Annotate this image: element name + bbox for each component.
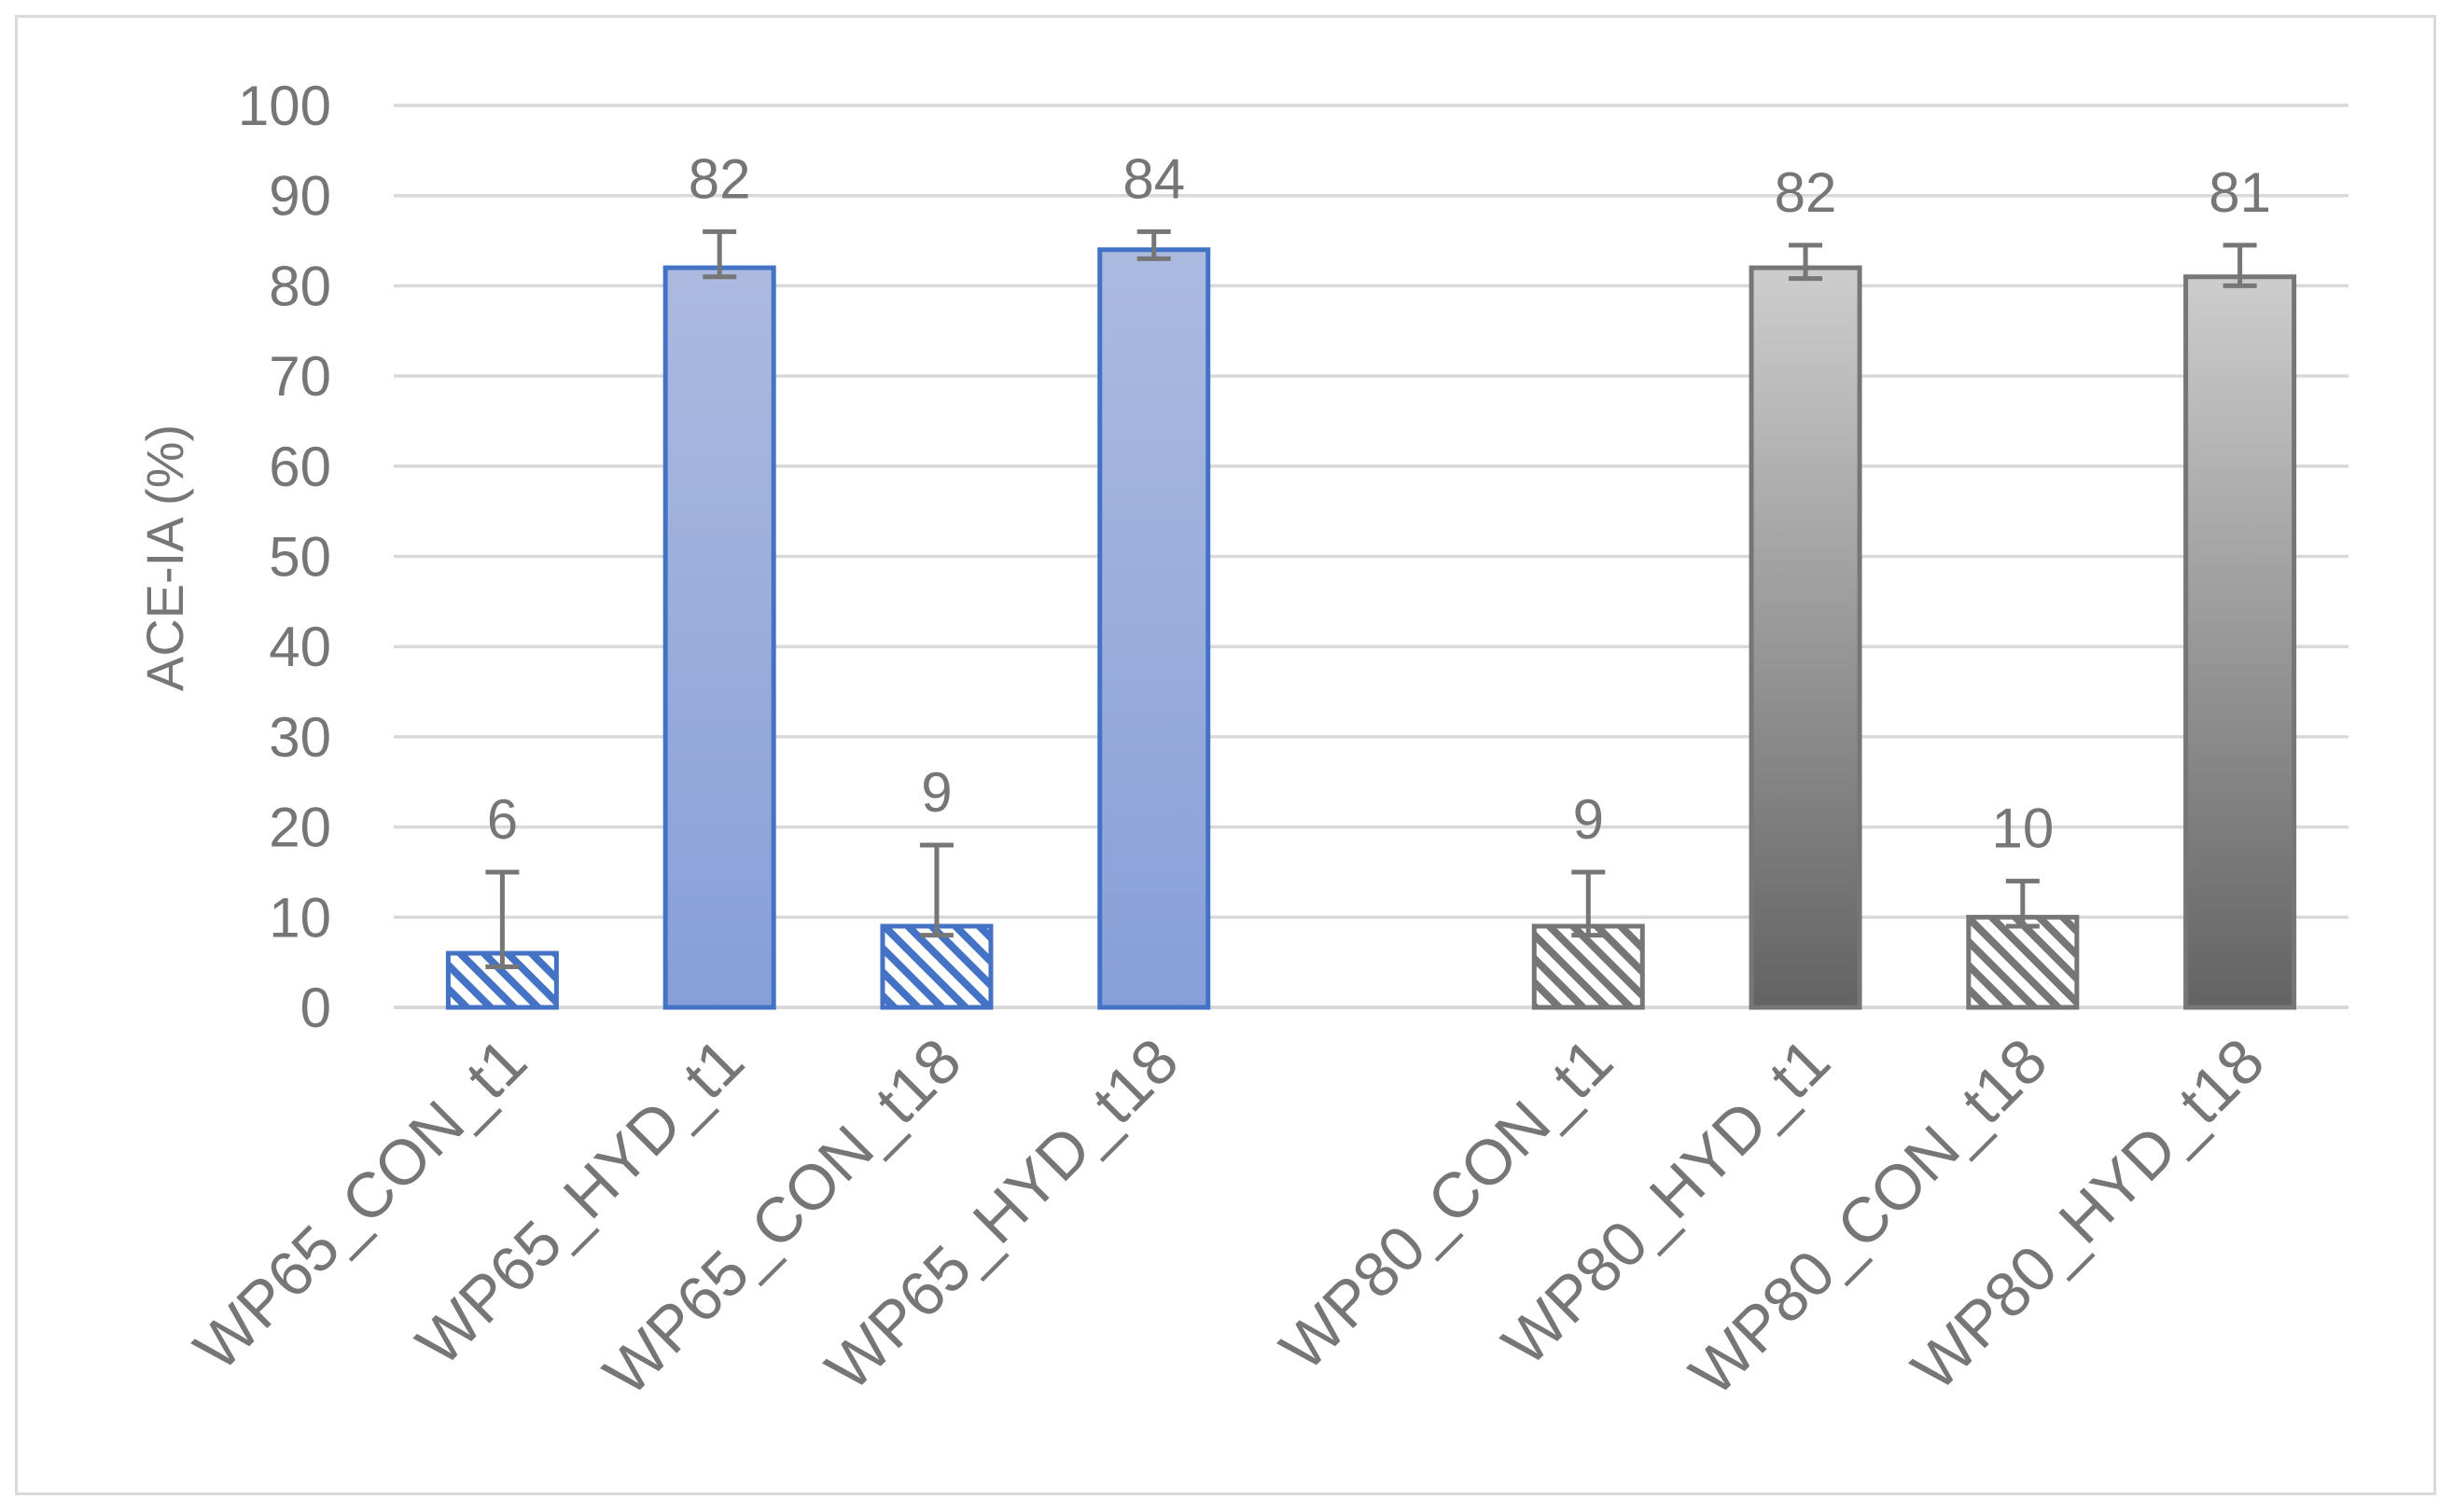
y-tick-label-60: 60 xyxy=(269,436,331,498)
data-label-WP80_HYD_t18: 81 xyxy=(2209,161,2271,224)
bars xyxy=(445,247,2297,1010)
y-tick-label-30: 30 xyxy=(269,706,331,769)
error-bar-WP80_HYD_t18 xyxy=(2223,243,2257,288)
bar-WP80_CON_t18 xyxy=(1966,914,2080,1010)
y-tick-label-20: 20 xyxy=(269,797,331,859)
y-tick-label-10: 10 xyxy=(269,886,331,949)
chart-frame xyxy=(15,15,2436,1495)
x-tick-label-7: WP80_CON_t18 xyxy=(1677,1025,2061,1409)
y-tick-label-50: 50 xyxy=(269,526,331,589)
data-label-WP65_HYD_t1: 82 xyxy=(689,147,751,210)
x-tick-label-2: WP65_CON_t18 xyxy=(591,1025,975,1409)
bar-WP80_CON_t1 xyxy=(1531,923,1645,1010)
y-axis-tick-labels: 0 10 20 30 40 50 60 70 80 90 100 xyxy=(238,75,331,1039)
x-axis-category-labels: WP65_CON_t1WP65_HYD_t1WP65_CON_t18WP65_H… xyxy=(181,1025,2278,1409)
y-tick-label-70: 70 xyxy=(269,345,331,408)
error-bar-WP65_HYD_t1 xyxy=(703,229,737,280)
y-tick-label-40: 40 xyxy=(269,616,331,678)
error-bar-WP80_CON_t1 xyxy=(1571,869,1606,938)
error-bar-WP65_CON_t1 xyxy=(485,869,520,969)
data-label-WP65_CON_t18: 9 xyxy=(921,761,952,824)
bar-WP65_CON_t18 xyxy=(880,923,994,1010)
error-bar-WP80_CON_t18 xyxy=(2005,879,2040,929)
data-label-WP65_HYD_t18: 84 xyxy=(1122,147,1185,210)
data-label-WP65_CON_t1: 6 xyxy=(487,788,518,851)
y-axis-title: ACE-IA (%) xyxy=(135,424,194,691)
data-label-WP80_CON_t1: 9 xyxy=(1573,788,1604,851)
bar-WP80_HYD_t18 xyxy=(2183,274,2297,1010)
y-tick-label-80: 80 xyxy=(269,255,331,317)
error-bars xyxy=(485,229,2257,969)
error-bar-WP65_CON_t18 xyxy=(919,842,954,938)
data-label-WP80_CON_t18: 10 xyxy=(1991,798,2054,860)
y-tick-label-0: 0 xyxy=(300,977,331,1039)
bar-WP65_HYD_t1 xyxy=(662,265,776,1010)
data-labels: 6 82 9 84 9 82 10 81 xyxy=(487,147,2271,859)
bar-WP80_HYD_t1 xyxy=(1749,265,1862,1010)
y-tick-label-100: 100 xyxy=(238,75,331,137)
bar-WP65_HYD_t18 xyxy=(1097,247,1211,1010)
error-bar-WP65_HYD_t18 xyxy=(1136,229,1171,261)
data-label-WP80_HYD_t1: 82 xyxy=(1775,161,1837,224)
y-tick-label-90: 90 xyxy=(269,165,331,228)
error-bar-WP80_HYD_t1 xyxy=(1789,243,1823,282)
